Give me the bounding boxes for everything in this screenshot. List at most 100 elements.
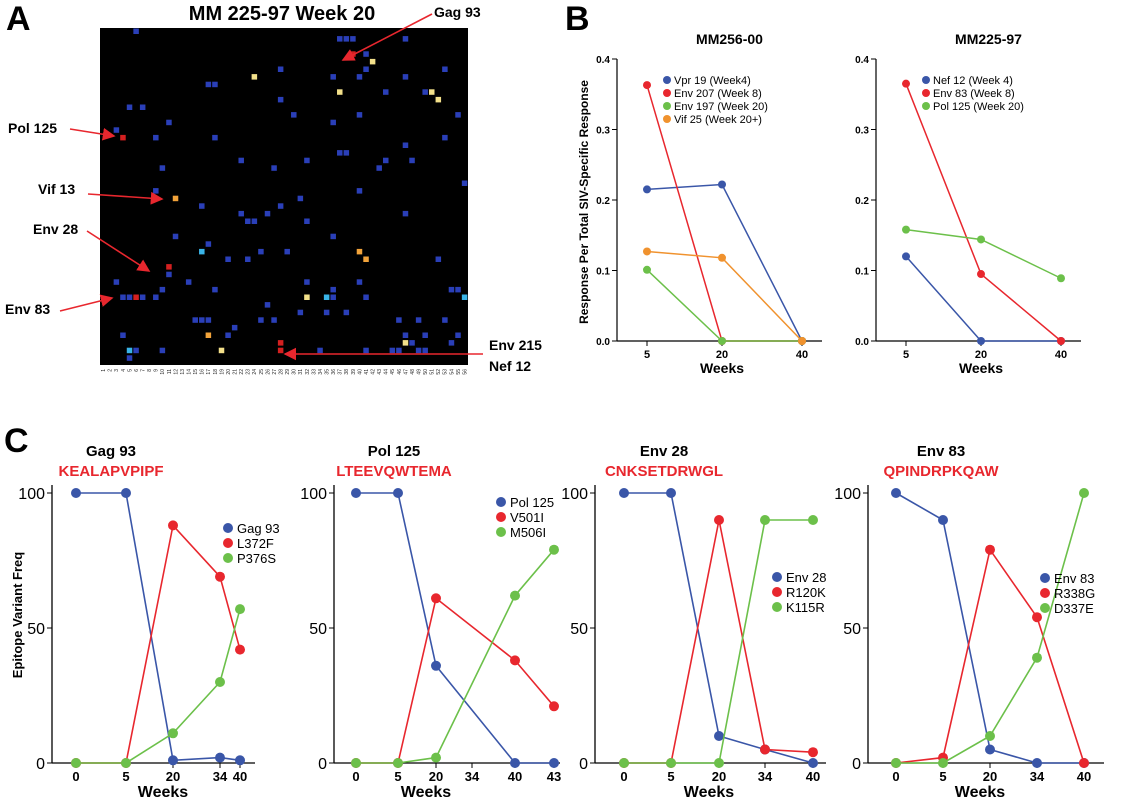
heatmap-column-label: 33 (311, 369, 317, 375)
legend-label: Pol 125 (510, 495, 554, 510)
heatmap-cell (330, 286, 336, 293)
data-point (351, 488, 361, 498)
data-point (891, 488, 901, 498)
x-tick-label: 20 (983, 769, 997, 784)
heatmap-column-label: 14 (187, 369, 193, 375)
chart-title: Pol 125 (368, 443, 421, 460)
heatmap-cell (330, 74, 336, 80)
x-tick-label: 34 (758, 769, 773, 784)
heatmap-cell (126, 104, 133, 110)
legend-marker (663, 115, 671, 123)
heatmap-cell (389, 347, 396, 354)
heatmap-cell (277, 347, 284, 354)
heatmap-cell (291, 112, 297, 118)
chart-subtitle: CNKSETDRWGL (605, 463, 723, 480)
heatmap-cell (126, 355, 133, 361)
heatmap-cell (264, 210, 271, 217)
chart-title: Env 28 (640, 443, 688, 460)
heatmap-cell (402, 36, 409, 42)
heatmap-cell (363, 256, 369, 262)
y-tick-label: 50 (309, 621, 327, 638)
heatmap-cell (402, 210, 409, 217)
legend-marker (1040, 573, 1050, 583)
x-tick-label: 5 (939, 769, 946, 784)
legend-marker (663, 102, 671, 110)
heatmap-cell (277, 203, 284, 209)
heatmap-cell (258, 248, 264, 255)
heatmap-cell (166, 271, 172, 278)
heatmap-cell (139, 104, 146, 110)
x-tick-label: 34 (213, 769, 228, 784)
panel-letter-c: C (4, 422, 29, 460)
data-point (985, 544, 995, 555)
heatmap-cell (461, 294, 468, 300)
heatmap-cell (304, 279, 310, 285)
heatmap-cell (343, 36, 350, 42)
heatmap-column-label: 6 (134, 369, 140, 372)
legend-marker (663, 76, 671, 84)
data-point (71, 758, 81, 768)
heatmap-cell (402, 142, 409, 148)
x-tick-label: 5 (644, 349, 650, 361)
data-point (215, 677, 225, 687)
heatmap-cell (212, 134, 218, 141)
heatmap-cell (225, 256, 231, 262)
legend-label: Env 83 (1054, 571, 1094, 586)
x-tick-label: 0 (72, 769, 79, 784)
legend-label: D337E (1054, 601, 1094, 616)
data-point (985, 731, 995, 741)
heatmap-column-labels: 1 2 3 4 5 6 7 8 9 10 11 12 13 14 15 16 17 18 19 20 21 22 23 24 2… (101, 369, 468, 375)
heatmap-column-label: 34 (318, 369, 324, 375)
y-tick-label: 100 (561, 486, 588, 503)
data-point (977, 337, 985, 345)
data-point (902, 225, 910, 234)
heatmap-cell (277, 66, 284, 72)
heatmap-cell (356, 279, 363, 285)
heatmap-cell (245, 256, 251, 262)
data-point (643, 265, 651, 274)
panel-c-chart-env83: Env 83 QPINDRPKQAW 0 50 100 0 5 20 34 40 Weeks Env … (834, 443, 1104, 800)
heatmap-cell (159, 286, 166, 293)
legend-marker (1040, 603, 1050, 613)
data-point (714, 758, 724, 768)
heatmap-column-label: 55 (456, 369, 462, 375)
heatmap-cell (356, 248, 363, 255)
chart-subtitle: LTEEVQWTEMA (336, 463, 452, 480)
annotation-pol125: Pol 125 (8, 120, 57, 136)
legend-label: Vif 25 (Week 20+) (674, 114, 762, 126)
heatmap-cell (113, 279, 120, 285)
heatmap-cell (205, 81, 212, 88)
heatmap-cell (356, 74, 363, 80)
heatmap-cell (409, 157, 415, 164)
heatmap-column-label: 44 (384, 369, 390, 375)
chart-title: MM225-97 (955, 31, 1022, 47)
heatmap-cell (376, 165, 382, 171)
heatmap-column-label: 51 (430, 369, 436, 375)
heatmap-cell (422, 89, 428, 95)
heatmap-cell (245, 218, 251, 224)
legend-label: Env 28 (786, 570, 826, 585)
legend-marker (663, 89, 671, 97)
data-point (549, 701, 559, 712)
heatmap-cell (442, 66, 448, 72)
heatmap-cells (113, 28, 468, 361)
heatmap-column-label: 53 (443, 369, 449, 375)
legend-label: P376S (237, 551, 276, 566)
data-point (977, 270, 985, 279)
data-point (666, 758, 676, 768)
legend-marker (1040, 588, 1050, 598)
series-line (76, 608, 241, 764)
y-tick-label: 100 (834, 486, 861, 503)
panel-a-heatmap: MM 225-97 Week 20 1 2 3 4 5 6 7 8 9 10 11 12 13 14 15 1… (5, 3, 542, 375)
data-point (938, 515, 948, 525)
data-point (977, 235, 985, 244)
heatmap-cell (435, 256, 442, 262)
data-point (902, 252, 910, 261)
heatmap-column-label: 42 (370, 369, 376, 375)
series-line (905, 255, 1061, 342)
data-point (168, 728, 178, 739)
data-point (808, 515, 818, 525)
legend-label: Nef 12 (Week 4) (933, 75, 1013, 87)
heatmap-cell (172, 233, 179, 240)
legend-label: Pol 125 (Week 20) (933, 101, 1024, 113)
